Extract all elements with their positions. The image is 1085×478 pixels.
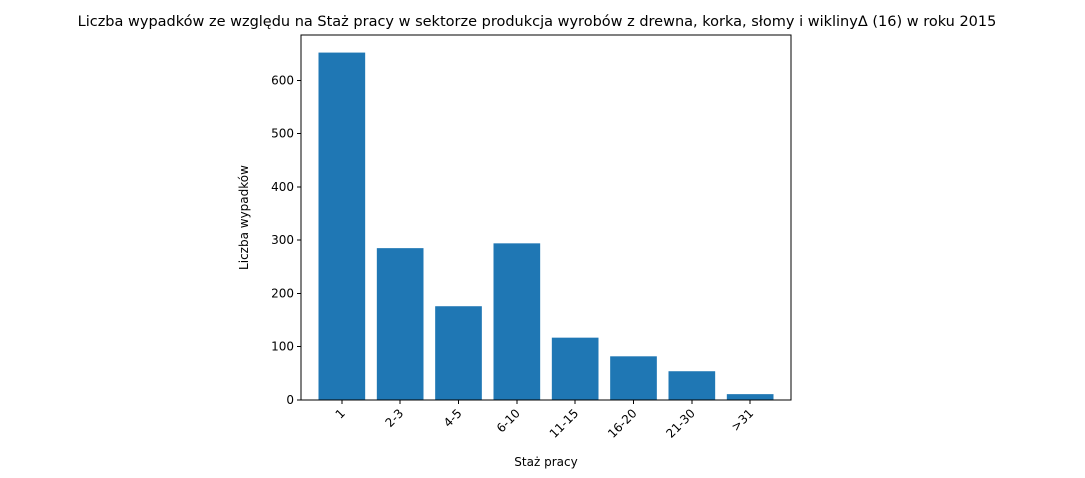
- x-tick-label: 4-5: [441, 406, 465, 430]
- y-tick-label: 400: [271, 180, 294, 194]
- bar-16-20: [610, 356, 657, 400]
- chart-title: Liczba wypadków ze względu na Staż pracy…: [78, 14, 997, 30]
- x-tick-label: 16-20: [605, 406, 640, 441]
- y-axis-label: Liczba wypadków: [237, 165, 251, 270]
- x-tick-label: 2-3: [383, 406, 407, 430]
- x-tick-label: 1: [333, 406, 348, 421]
- bar-2-3: [376, 248, 424, 400]
- bar-11-15: [551, 337, 599, 400]
- y-tick-label: 200: [271, 286, 294, 300]
- y-tick-label: 100: [271, 340, 294, 354]
- y-tick-label: 300: [271, 233, 294, 247]
- x-tick-label: 21-30: [663, 406, 698, 441]
- bars-group: [318, 52, 774, 400]
- bar-1: [318, 52, 366, 400]
- bar->31: [726, 394, 774, 400]
- y-tick-label: 600: [271, 73, 294, 87]
- bar-6-10: [493, 243, 541, 400]
- bar-21-30: [668, 371, 716, 400]
- x-tick-label: >31: [728, 406, 756, 434]
- x-tick-label: 11-15: [547, 406, 582, 441]
- bar-4-5: [435, 306, 482, 400]
- plot-frame: [300, 34, 792, 401]
- y-tick-label: 500: [271, 127, 294, 141]
- x-tick-label: 6-10: [494, 406, 523, 435]
- y-tick-label: 0: [286, 393, 294, 407]
- x-axis-label: Staż pracy: [514, 455, 577, 469]
- x-axis-ticks: 1 2-3 4-5 6-10 11-15 16-20 21-30 >31: [333, 400, 756, 441]
- y-axis-ticks: 0 100 200 300 400 500 600: [271, 73, 301, 407]
